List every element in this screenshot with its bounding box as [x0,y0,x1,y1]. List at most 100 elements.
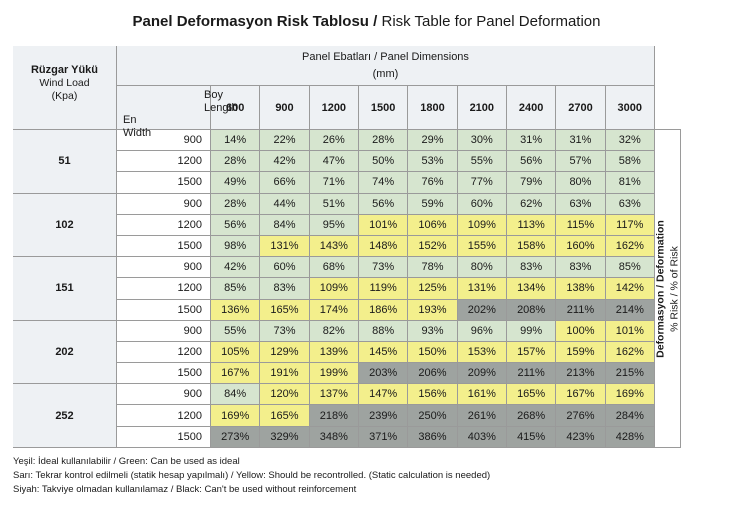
length-header-cell: 1200 [309,86,359,130]
legend-black: Siyah: Takviye olmadan kullanılamaz / Bl… [13,483,357,495]
length-header-cell: 2100 [457,86,507,130]
risk-value-cell: 83% [506,257,557,279]
risk-value-cell: 203% [358,363,409,385]
risk-value-cell: 71% [309,172,359,194]
risk-value-cell: 82% [309,320,359,342]
width-cell: 900 [117,257,211,279]
risk-value-cell: 186% [358,299,409,321]
risk-value-cell: 165% [260,405,310,427]
risk-value-cell: 131% [260,235,310,258]
length-width-corner: Boy Length En Width [117,86,238,139]
legend: Yeşil: İdeal kullanılabilir / Green: Can… [13,455,490,496]
risk-value-cell: 60% [457,193,507,215]
risk-value-cell: 139% [309,341,359,364]
risk-value-cell: 50% [358,151,409,173]
risk-value-cell: 159% [556,341,606,364]
risk-value-cell: 261% [457,405,507,427]
risk-value-cell: 32% [605,130,655,152]
risk-value-cell: 84% [211,384,261,406]
risk-value-cell: 165% [260,299,310,321]
risk-value-cell: 206% [408,363,458,385]
width-cell: 1500 [117,299,211,321]
panel-dimensions-label: Panel Ebatları / Panel Dimensions [302,51,469,63]
risk-value-cell: 59% [408,193,458,215]
risk-value-cell: 74% [358,172,409,194]
risk-value-cell: 142% [605,278,655,300]
risk-value-cell: 403% [457,426,507,448]
risk-value-cell: 106% [408,214,458,236]
risk-value-cell: 162% [605,341,655,364]
wind-load-header: Rüzgar Yükü Wind Load (Kpa) [13,46,117,130]
width-cell: 900 [117,320,211,342]
risk-value-cell: 78% [408,257,458,279]
risk-value-cell: 55% [211,320,261,342]
risk-value-cell: 60% [260,257,310,279]
length-header-cell: 900 [260,86,310,130]
length-header-cell: 2700 [556,86,606,130]
length-header-cell: 1800 [408,86,458,130]
risk-value-cell: 169% [211,405,261,427]
legend-yellow: Sarı: Tekrar kontrol edilmeli (statik he… [13,469,491,481]
risk-value-cell: 63% [605,193,655,215]
width-cell: 900 [117,384,211,406]
risk-value-cell: 22% [260,130,310,152]
risk-value-cell: 80% [457,257,507,279]
width-cell: 1200 [117,278,211,300]
risk-value-cell: 157% [506,341,557,364]
width-cell: 1200 [117,405,211,427]
risk-value-cell: 80% [556,172,606,194]
risk-value-cell: 77% [457,172,507,194]
width-cell: 900 [117,193,211,215]
risk-value-cell: 202% [457,299,507,321]
risk-value-cell: 150% [408,341,458,364]
risk-value-cell: 371% [358,426,409,448]
width-cell: 1500 [117,426,211,448]
wind-load-cell: 252 [13,384,117,448]
width-cell: 1500 [117,363,211,385]
risk-value-cell: 250% [408,405,458,427]
risk-value-cell: 55% [457,151,507,173]
risk-value-cell: 42% [260,151,310,173]
risk-value-cell: 209% [457,363,507,385]
risk-value-cell: 162% [605,235,655,258]
risk-value-cell: 428% [605,426,655,448]
risk-value-cell: 218% [309,405,359,427]
risk-value-cell: 120% [260,384,310,406]
wind-load-cell: 102 [13,193,117,258]
length-header-cell: 2400 [506,86,557,130]
risk-table: Rüzgar Yükü Wind Load (Kpa) Panel Ebatla… [13,46,655,448]
risk-value-cell: 167% [556,384,606,406]
risk-value-cell: 56% [358,193,409,215]
risk-value-cell: 134% [506,278,557,300]
risk-value-cell: 211% [506,363,557,385]
risk-value-cell: 273% [211,426,261,448]
risk-value-cell: 158% [506,235,557,258]
risk-value-cell: 155% [457,235,507,258]
risk-value-cell: 119% [358,278,409,300]
risk-value-cell: 68% [309,257,359,279]
risk-value-cell: 193% [408,299,458,321]
width-cell: 1500 [117,172,211,194]
risk-value-cell: 215% [605,363,655,385]
risk-value-cell: 211% [556,299,606,321]
risk-value-cell: 213% [556,363,606,385]
risk-value-cell: 28% [211,193,261,215]
risk-value-cell: 100% [556,320,606,342]
title-english: Risk Table for Panel Deformation [381,13,601,30]
risk-value-cell: 148% [358,235,409,258]
risk-value-cell: 101% [358,214,409,236]
risk-axis-label: Deformasyon / Deformation % Risk / % of … [654,129,681,448]
risk-value-cell: 58% [605,151,655,173]
risk-value-cell: 167% [211,363,261,385]
length-label-tr: Boy [204,89,223,101]
risk-value-cell: 143% [309,235,359,258]
risk-value-cell: 85% [605,257,655,279]
risk-value-cell: 42% [211,257,261,279]
risk-value-cell: 88% [358,320,409,342]
deformation-label: Deformasyon / Deformation [654,220,667,358]
risk-value-cell: 95% [309,214,359,236]
risk-value-cell: 109% [309,278,359,300]
risk-value-cell: 153% [457,341,507,364]
risk-value-cell: 147% [358,384,409,406]
risk-value-cell: 62% [506,193,557,215]
